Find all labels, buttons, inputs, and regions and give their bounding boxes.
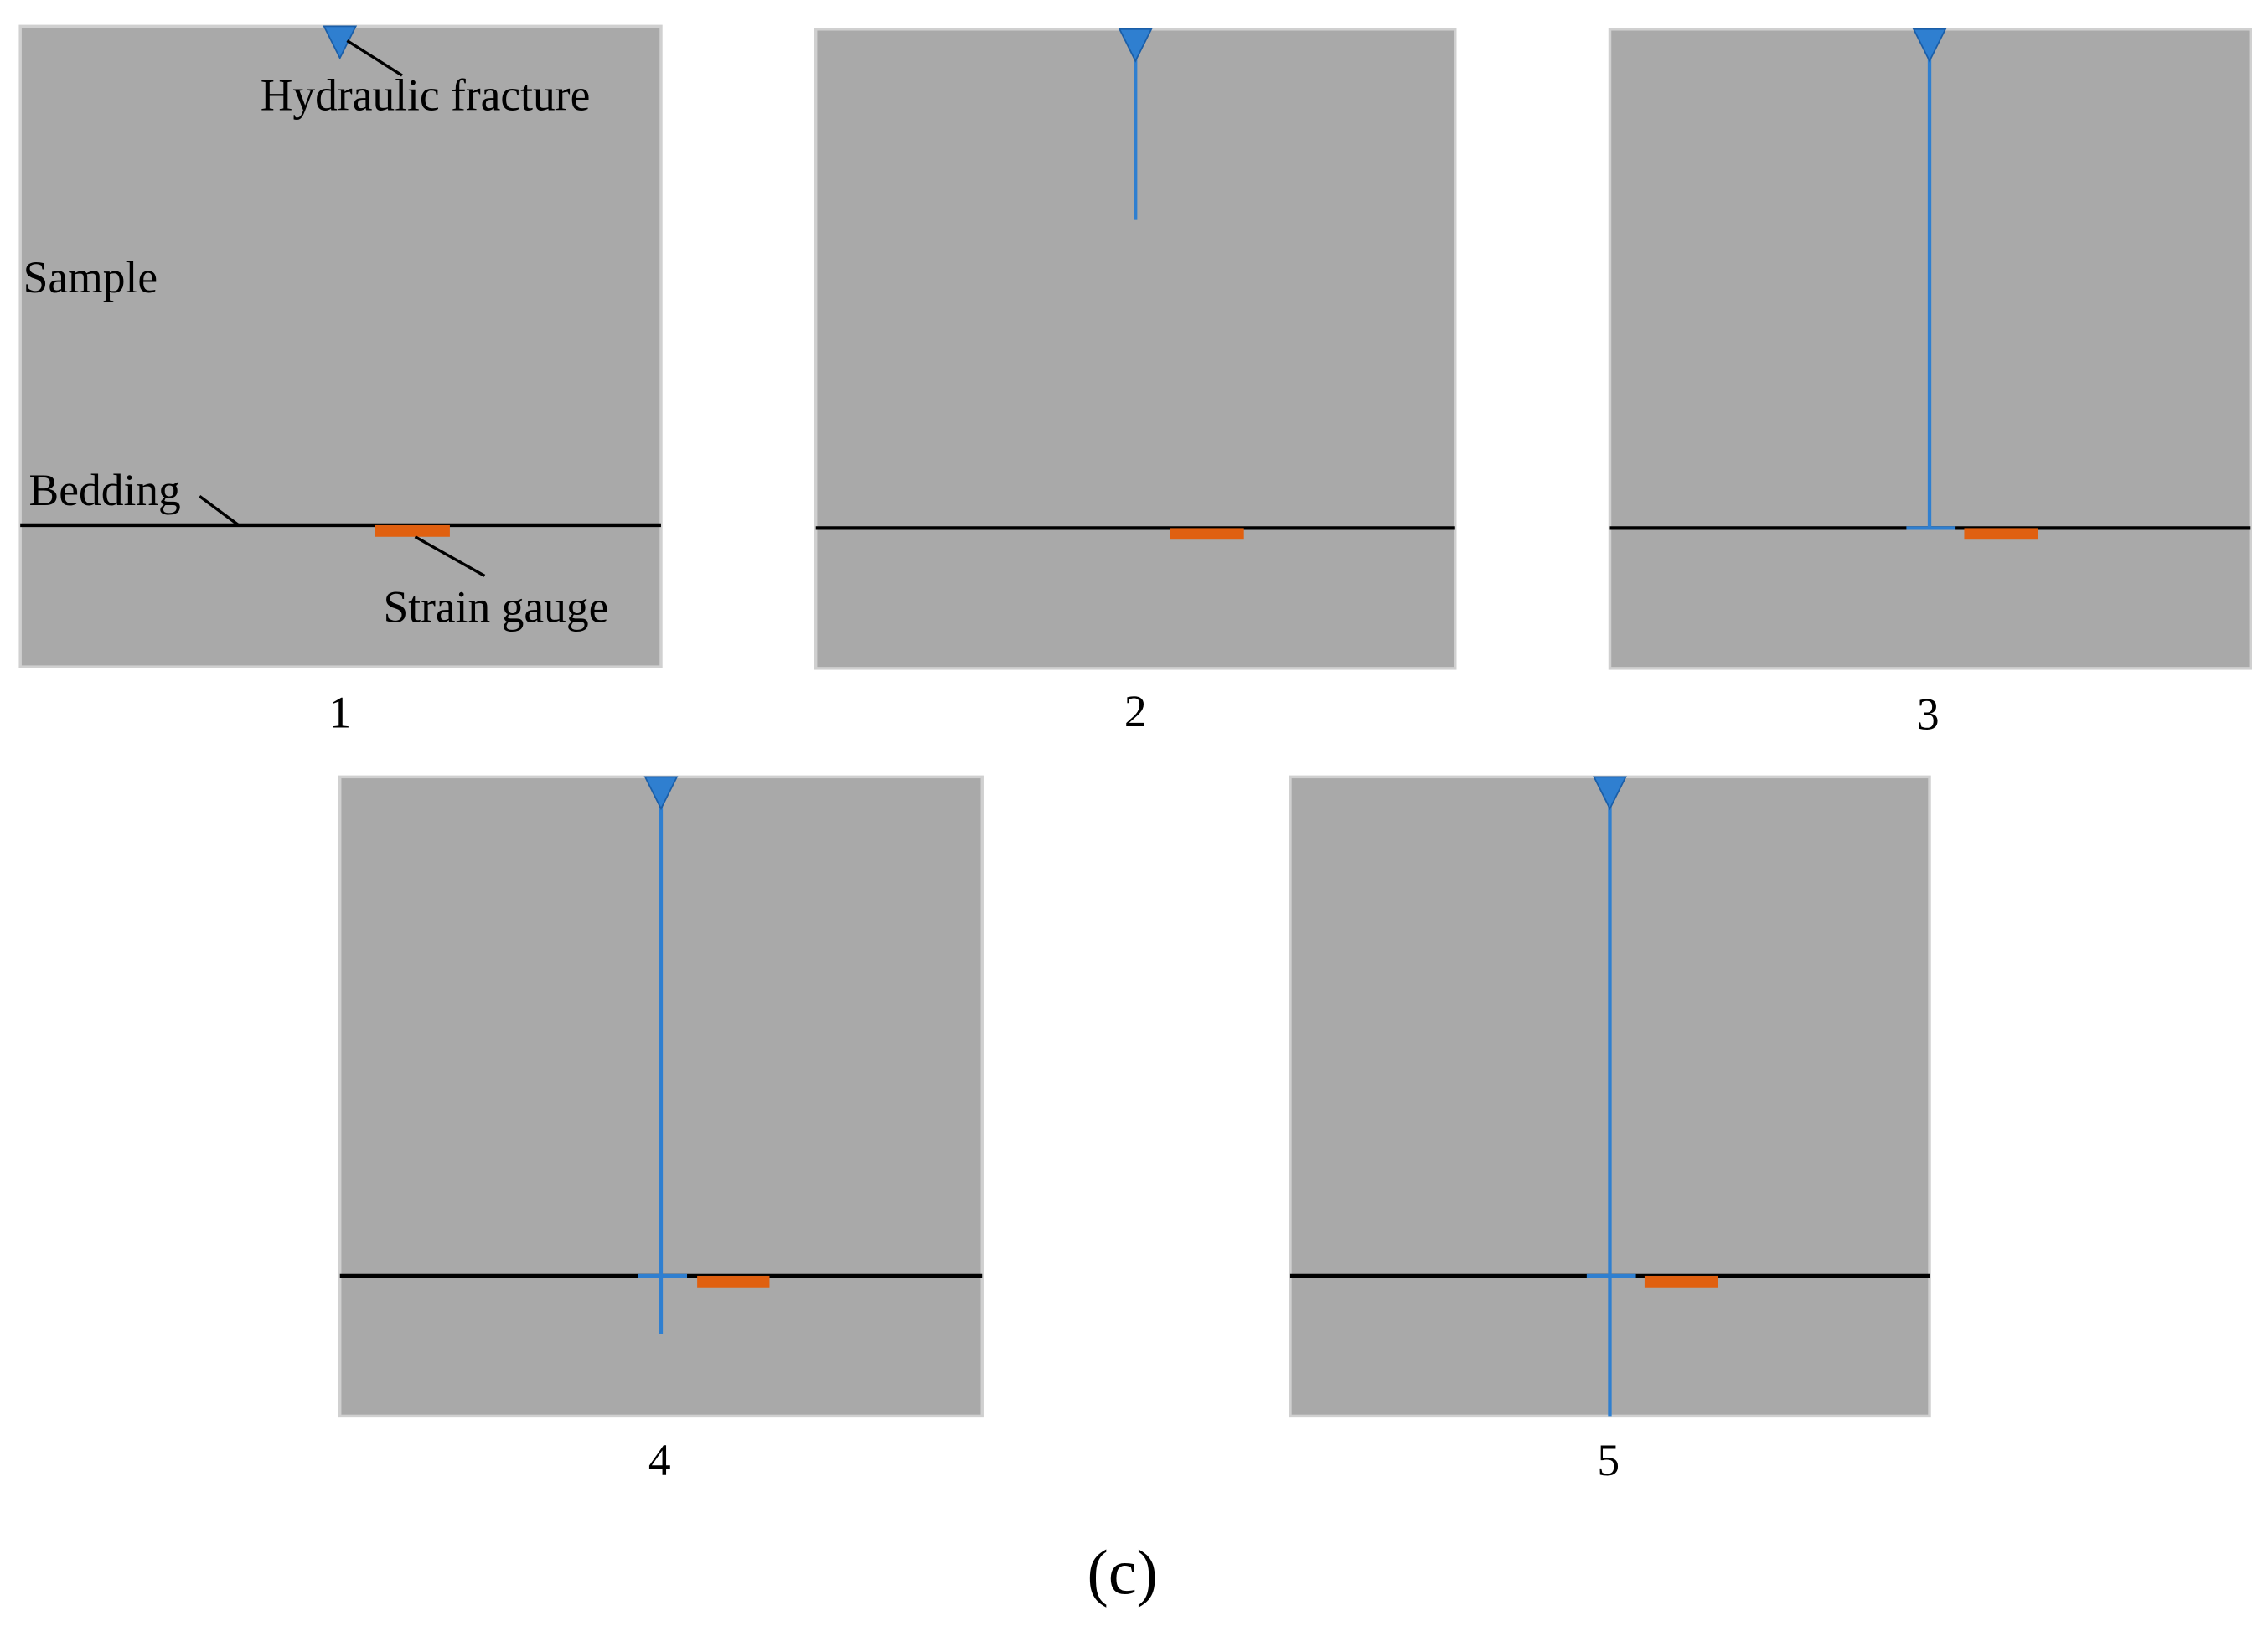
strain-gauge [1644, 1275, 1718, 1288]
panel-label: 1 [328, 688, 351, 738]
panel: 4 [338, 775, 984, 1485]
strain-gauge [1170, 528, 1244, 540]
panel-label: 2 [1124, 686, 1147, 736]
panel-label: 3 [1917, 689, 1940, 739]
leader-line [346, 39, 403, 77]
strain-gauge [1964, 528, 2038, 540]
sample-block [18, 24, 663, 668]
panel: 5 [1289, 775, 1931, 1485]
leader-line [199, 495, 240, 527]
panel: 2 [814, 28, 1457, 736]
strain-gauge [375, 524, 450, 537]
fracture-marker [1912, 28, 1947, 63]
panel: Hydraulic fracture Sample Bedding Strain… [18, 24, 663, 738]
panel-label: 4 [648, 1435, 671, 1485]
leader-line [414, 535, 486, 577]
fracture-marker [1593, 776, 1627, 811]
caption: (c) [1088, 1538, 1158, 1608]
panel: 3 [1608, 28, 2253, 739]
panel-label: 5 [1597, 1435, 1620, 1485]
annotation: Sample [23, 252, 158, 302]
strain-gauge [697, 1275, 770, 1288]
fracture-marker [1118, 28, 1153, 63]
annotation: Hydraulic fracture [261, 70, 591, 120]
annotation: Bedding [29, 465, 181, 515]
annotation: Strain gauge [383, 582, 608, 632]
fracture-marker [643, 776, 679, 811]
